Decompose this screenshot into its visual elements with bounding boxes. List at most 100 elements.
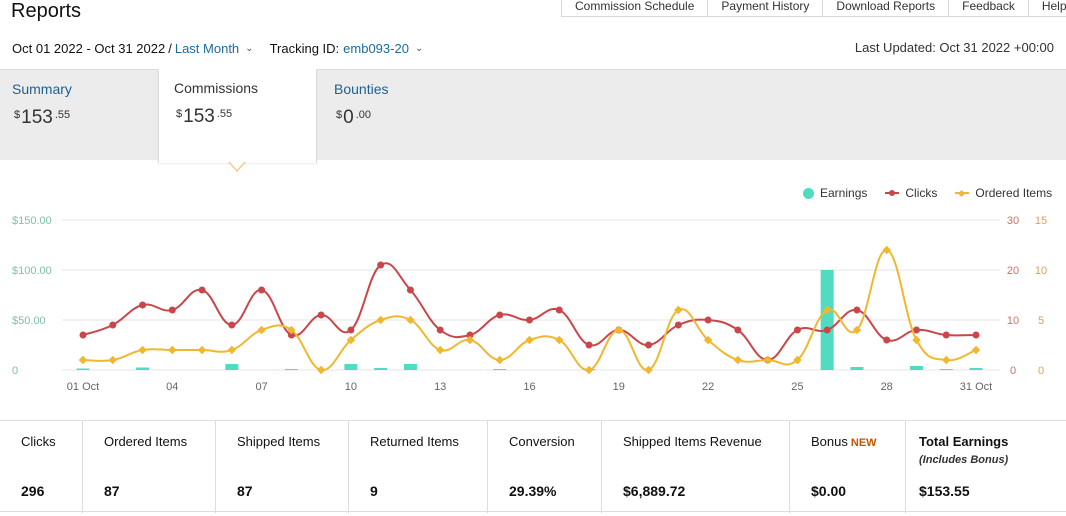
ordered-items-point	[793, 355, 802, 365]
legend-label: Ordered Items	[975, 186, 1053, 200]
ordered-items-swatch	[955, 189, 970, 197]
clicks-point	[823, 326, 831, 334]
items-axis-label: 10	[1035, 265, 1047, 277]
ordered-items-point	[435, 345, 445, 355]
clicks-point	[466, 331, 474, 339]
ordered-items-point	[168, 345, 177, 355]
stat-shipped-items: Shipped Items 87	[216, 421, 349, 513]
legend-clicks[interactable]: Clicks	[885, 186, 937, 200]
clicks-point	[79, 331, 87, 339]
legend-earnings[interactable]: Earnings	[803, 186, 867, 200]
payment-history-link[interactable]: Payment History	[708, 0, 824, 17]
stat-total-earnings: Total Earnings (Includes Bonus) $153.55	[906, 421, 1066, 513]
chevron-down-icon[interactable]: ⌄	[414, 43, 424, 54]
clicks-point	[526, 316, 533, 324]
ordered-items-point	[674, 305, 683, 315]
ordered-items-point	[465, 335, 475, 345]
feedback-link[interactable]: Feedback	[949, 0, 1029, 17]
clicks-point	[585, 341, 593, 349]
stat-value: $6,889.72	[623, 483, 686, 499]
ordered-items-point	[584, 365, 594, 375]
amount-whole: 153	[21, 107, 53, 128]
ordered-items-point	[971, 345, 981, 355]
earnings-bar	[493, 369, 507, 370]
earnings-chart: $150.00 $100.00 $50.00 0 30 20 10 0 15 10 5 0 01 Oct…	[12, 215, 1047, 393]
earnings-bar	[850, 367, 864, 370]
earnings-bar	[939, 369, 953, 370]
date-separator: /	[168, 41, 172, 56]
y-axis-label: $150.00	[12, 215, 52, 227]
clicks-point	[793, 326, 801, 334]
tab-commissions[interactable]: Commissions $153.55	[158, 69, 317, 163]
legend-ordered-items[interactable]: Ordered Items	[955, 186, 1052, 200]
stat-value: 87	[237, 483, 253, 499]
clicks-swatch	[885, 190, 900, 196]
ordered-items-point	[197, 345, 207, 355]
chart-legend: Earnings Clicks Ordered Items	[803, 186, 1052, 200]
ordered-items-point	[287, 325, 296, 335]
tracking-id-label: Tracking ID:	[269, 41, 340, 56]
y-axis-label: $50.00	[12, 315, 46, 327]
tab-label: Summary	[12, 81, 72, 97]
tab-label: Commissions	[174, 80, 259, 96]
top-links: Commission Schedule Payment History Down…	[561, 0, 1066, 18]
clicks-point	[555, 306, 563, 314]
earnings-bar	[820, 270, 834, 370]
clicks-point	[972, 331, 980, 339]
tab-label: Bounties	[334, 81, 389, 97]
period-dropdown[interactable]: Last Month	[174, 41, 240, 56]
ordered-items-point	[346, 335, 356, 345]
tab-amount: $0.00	[334, 107, 482, 129]
items-axis-label: 5	[1038, 315, 1044, 327]
amount-cents: .00	[355, 109, 371, 121]
stat-value: 296	[21, 483, 45, 499]
stat-label: Shipped Items	[237, 434, 321, 449]
help-link[interactable]: Help	[1028, 0, 1066, 17]
tab-summary[interactable]: Summary $153.55	[0, 70, 158, 161]
earnings-bar	[76, 368, 90, 370]
clicks-point	[853, 306, 861, 314]
earnings-bar	[403, 364, 417, 370]
clicks-point	[496, 311, 504, 319]
earnings-bar	[284, 369, 298, 370]
ordered-items-point	[644, 365, 653, 375]
last-updated: Last Updated: Oct 31 2022 +00:00	[854, 40, 1054, 55]
y-axis-label: 0	[12, 365, 18, 377]
stat-label: Ordered Items	[104, 434, 188, 449]
x-axis-label: 31 Oct	[960, 381, 992, 393]
clicks-point	[317, 311, 325, 319]
stat-ordered-items: Ordered Items 87	[83, 421, 216, 513]
x-axis-label: 13	[434, 381, 446, 393]
tracking-id-dropdown[interactable]: emb093-20	[343, 41, 409, 56]
commission-schedule-link[interactable]: Commission Schedule	[561, 0, 709, 17]
chevron-down-icon[interactable]: ⌄	[245, 43, 254, 54]
page-title: Reports	[11, 0, 82, 22]
clicks-point	[228, 321, 236, 329]
active-tab-caret	[228, 161, 246, 172]
ordered-items-point	[822, 305, 832, 315]
stat-label: Shipped Items Revenue	[623, 434, 762, 449]
new-badge: NEW	[850, 437, 877, 449]
legend-label: Clicks	[905, 186, 938, 200]
earnings-swatch	[803, 187, 814, 199]
stats-bar: Clicks 296 Ordered Items 87 Shipped Item…	[0, 420, 1066, 513]
stat-value: $0.00	[811, 483, 847, 499]
earnings-bar	[374, 368, 388, 370]
download-reports-link[interactable]: Download Reports	[823, 0, 950, 17]
summary-tabs: Summary $153.55 Commissions $153.55 Boun…	[0, 69, 1066, 163]
report-filters: Oct 01 2022 - Oct 31 2022 / Last Month ⌄…	[12, 41, 423, 56]
ordered-items-point	[78, 355, 88, 365]
amount-cents: .55	[54, 109, 71, 121]
x-axis-label: 04	[166, 381, 178, 393]
date-range-text: Oct 01 2022 - Oct 31 2022	[12, 41, 166, 56]
tab-bounties[interactable]: Bounties $0.00	[322, 70, 482, 161]
clicks-axis-label: 30	[1007, 215, 1019, 227]
x-axis-label: 10	[345, 381, 357, 393]
clicks-point	[109, 321, 117, 329]
clicks-point	[674, 321, 682, 329]
earnings-bar	[225, 364, 239, 370]
tab-amount: $153.55	[174, 106, 316, 128]
clicks-point	[436, 326, 444, 334]
ordered-items-point	[912, 335, 921, 345]
amount-whole: 0	[343, 107, 354, 128]
